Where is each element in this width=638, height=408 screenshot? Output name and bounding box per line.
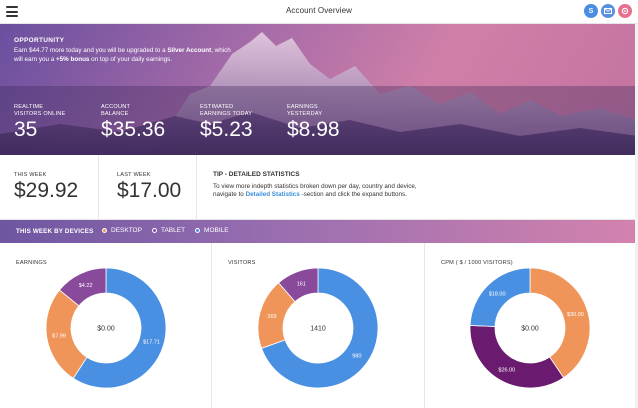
scrollbar[interactable] bbox=[635, 24, 638, 408]
opportunity-heading: OPPORTUNITY bbox=[14, 37, 65, 44]
legend-item-desktop: DESKTOP bbox=[102, 227, 142, 234]
mountain-background bbox=[0, 32, 638, 155]
last-week-card: LAST WEEK $17.00 bbox=[99, 155, 197, 220]
opportunity-text: Earn $44.77 more today and you will be u… bbox=[14, 47, 231, 63]
devices-legend: DESKTOP TABLET MOBILE bbox=[102, 227, 229, 234]
opportunity-card: OPPORTUNITY Earn $44.77 more today and y… bbox=[14, 37, 234, 64]
tablet-dot-icon bbox=[151, 228, 157, 233]
stat-value: 35 bbox=[14, 118, 38, 141]
stat-earnings-yesterday: EARNINGS YESTERDAY $8.98 bbox=[287, 104, 340, 141]
cpm-title: CPM ( $ / 1000 VISITORS) bbox=[441, 260, 513, 266]
stat-value: $8.98 bbox=[287, 118, 340, 141]
this-week-label: THIS WEEK bbox=[14, 172, 47, 178]
slice-label-tablet: $4.22 bbox=[79, 283, 93, 289]
messages-icon[interactable] bbox=[601, 4, 615, 18]
slice-label-tablet: $26.00 bbox=[498, 367, 515, 373]
stat-value: $35.36 bbox=[101, 118, 166, 141]
desktop-dot-icon bbox=[102, 228, 107, 233]
slice-label-mobile: $18.00 bbox=[489, 292, 506, 298]
stat-account-balance: ACCOUNT BALANCE $35.36 bbox=[101, 104, 166, 141]
earnings-donut-chart: $17.71 $7.99 $4.22 $0.00 bbox=[45, 267, 167, 389]
stats-strip bbox=[0, 86, 638, 155]
week-summary: THIS WEEK $29.92 LAST WEEK $17.00 TIP - … bbox=[0, 155, 638, 220]
top-actions: S bbox=[584, 4, 632, 18]
slice-label-desktop: $7.99 bbox=[52, 333, 66, 339]
donut-slice-tablet[interactable] bbox=[469, 325, 565, 389]
devices-title: THIS WEEK BY DEVICES bbox=[16, 228, 94, 235]
settings-icon[interactable] bbox=[618, 4, 632, 18]
hero-banner: OPPORTUNITY Earn $44.77 more today and y… bbox=[0, 24, 638, 155]
stat-earnings-today: ESTIMATED EARNINGS TODAY $5.23 bbox=[200, 104, 253, 141]
donut-center-label: $0.00 bbox=[521, 326, 539, 333]
tip-heading: TIP - DETAILED STATISTICS bbox=[213, 171, 300, 178]
visitors-panel: VISITORS 980 269 161 1410 bbox=[212, 243, 425, 408]
tip-text: To view more indepth statistics broken d… bbox=[213, 183, 417, 198]
menu-icon[interactable] bbox=[6, 6, 18, 17]
earnings-title: EARNINGS bbox=[16, 260, 47, 266]
this-week-card: THIS WEEK $29.92 bbox=[0, 155, 99, 220]
donut-center-label: 1410 bbox=[310, 326, 326, 333]
donut-slice-tablet[interactable] bbox=[58, 267, 107, 307]
legend-item-mobile: MOBILE bbox=[195, 227, 229, 234]
donut-slice-mobile[interactable] bbox=[469, 267, 531, 327]
visitors-title: VISITORS bbox=[228, 260, 256, 266]
this-week-value: $29.92 bbox=[14, 179, 79, 202]
mobile-dot-icon bbox=[195, 228, 201, 233]
page-title: Account Overview bbox=[285, 6, 353, 15]
slice-label-tablet: 161 bbox=[297, 282, 306, 288]
donut-slice-mobile[interactable] bbox=[72, 267, 167, 389]
legend-item-tablet: TABLET bbox=[151, 227, 185, 234]
stat-value: $5.23 bbox=[200, 118, 253, 141]
stat-visitors-online: REALTIME VISITORS ONLINE 35 bbox=[14, 104, 66, 141]
visitors-donut-chart: 980 269 161 1410 bbox=[257, 267, 379, 389]
slice-label-desktop: $30.00 bbox=[567, 312, 584, 318]
slice-label-mobile: $17.71 bbox=[143, 340, 160, 346]
top-bar: Account Overview S bbox=[0, 0, 638, 24]
donut-slice-mobile[interactable] bbox=[261, 267, 379, 389]
devices-bar: THIS WEEK BY DEVICES DESKTOP TABLET MOBI… bbox=[0, 220, 638, 243]
donut-slice-desktop[interactable] bbox=[529, 267, 591, 379]
slice-label-mobile: 980 bbox=[352, 353, 361, 359]
cpm-donut-chart: $30.00 $26.00 $18.00 $0.00 bbox=[469, 267, 591, 389]
cpm-panel: CPM ( $ / 1000 VISITORS) $30.00 $26.00 $18… bbox=[425, 243, 635, 408]
slice-label-desktop: 269 bbox=[267, 314, 276, 320]
last-week-label: LAST WEEK bbox=[117, 172, 151, 178]
avatar[interactable]: S bbox=[584, 4, 598, 18]
tip-card: TIP - DETAILED STATISTICS To view more i… bbox=[213, 171, 428, 199]
detailed-statistics-link[interactable]: Detailed Statistics bbox=[245, 191, 300, 198]
last-week-value: $17.00 bbox=[117, 179, 182, 202]
donut-center-label: $0.00 bbox=[97, 326, 115, 333]
donut-slice-tablet[interactable] bbox=[277, 267, 319, 303]
earnings-panel: EARNINGS $17.71 $7.99 $4.22 $0.00 bbox=[0, 243, 212, 408]
